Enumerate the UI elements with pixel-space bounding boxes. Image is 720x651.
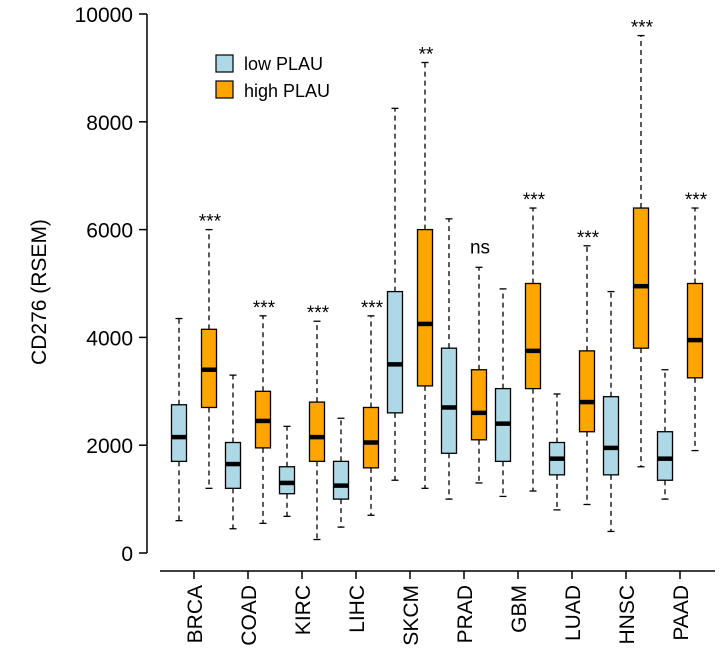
x-tick-label: PAAD xyxy=(670,585,693,641)
low-box xyxy=(602,396,620,476)
high-box xyxy=(686,282,704,379)
legend-swatch-high xyxy=(215,80,234,99)
y-tick-label: 4000 xyxy=(86,327,133,350)
x-tick-label: KIRC xyxy=(292,585,315,635)
x-tick-label: LUAD xyxy=(562,585,585,641)
low-box xyxy=(656,431,674,481)
high-box xyxy=(632,207,650,349)
significance-label: *** xyxy=(685,190,708,211)
x-axis: BRCA COAD KIRC LIHC SKCM PRAD GBM LUAD HNSC PAAD xyxy=(160,570,715,646)
significance-label: *** xyxy=(253,298,276,319)
significance-label: *** xyxy=(199,212,222,233)
significance-label: ** xyxy=(419,45,434,66)
box-group xyxy=(386,61,434,489)
legend-swatch-low xyxy=(215,54,234,73)
x-tick-label: HNSC xyxy=(616,585,639,645)
box-group xyxy=(278,320,326,541)
high-box xyxy=(470,369,488,441)
low-box xyxy=(170,404,188,463)
box-groups xyxy=(170,34,704,541)
box-group xyxy=(548,245,596,511)
box-group xyxy=(224,315,272,530)
significance-label: *** xyxy=(631,18,654,39)
significance-labels: ****** *** *****ns************ xyxy=(199,18,708,325)
legend: low PLAU high PLAU xyxy=(215,54,330,101)
high-box xyxy=(578,350,596,433)
significance-label: *** xyxy=(577,228,600,249)
low-box xyxy=(332,460,350,500)
y-tick-label: 10000 xyxy=(75,4,133,27)
x-tick-label: SKCM xyxy=(400,585,423,646)
legend-label-low: low PLAU xyxy=(244,54,323,74)
significance-label: *** xyxy=(523,190,546,211)
x-tick-label: LIHC xyxy=(346,585,369,633)
significance-label: *** xyxy=(307,303,330,324)
box-group xyxy=(602,34,650,533)
y-tick-label: 2000 xyxy=(86,435,133,458)
low-box xyxy=(386,290,404,414)
y-tick-label: 6000 xyxy=(86,220,133,243)
box-group xyxy=(656,207,704,500)
y-tick-label: 8000 xyxy=(86,112,133,135)
x-tick-label: BRCA xyxy=(184,585,207,643)
significance-label: ns xyxy=(470,237,490,258)
box-group xyxy=(440,218,488,500)
legend-label-high: high PLAU xyxy=(244,81,330,101)
high-box xyxy=(416,228,434,387)
box-group xyxy=(494,207,542,498)
box-group xyxy=(332,315,380,528)
y-axis: 0 2000 4000 6000 8000 10000 xyxy=(75,4,148,566)
box-group xyxy=(170,228,218,522)
high-box xyxy=(362,406,380,469)
significance-label: *** xyxy=(361,298,384,319)
low-box xyxy=(440,347,458,454)
y-tick-label: 0 xyxy=(121,543,133,566)
low-box xyxy=(278,466,296,495)
high-box xyxy=(524,282,542,390)
x-tick-label: COAD xyxy=(238,585,261,646)
y-axis-title: CD276 (RSEM) xyxy=(28,219,51,365)
high-box xyxy=(308,401,326,463)
x-tick-label: GBM xyxy=(508,585,531,633)
x-tick-label: PRAD xyxy=(454,585,477,643)
